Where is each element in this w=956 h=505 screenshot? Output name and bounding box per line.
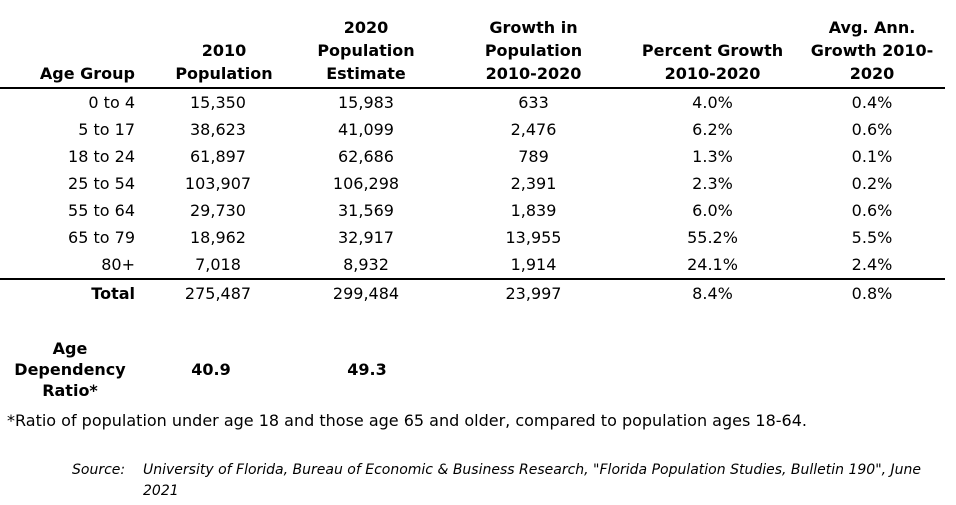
growth-cell: 1,839	[510, 201, 557, 220]
total-population-2020: 299,484	[332, 284, 400, 303]
population-2020-cell: 62,686	[338, 147, 394, 166]
percent-growth-cell: 6.0%	[692, 201, 733, 220]
table-row: 0 to 4 15,350 15,983 633 4.0% 0.4%	[0, 88, 945, 116]
population-2010-cell: 15,350	[190, 93, 246, 112]
avg-annual-growth-cell: 0.6%	[851, 120, 893, 139]
percent-growth-cell: 4.0%	[692, 93, 733, 112]
total-row: Total 275,487 299,484 23,997 8.4% 0.8%	[0, 279, 945, 307]
population-2020-cell: 41,099	[338, 120, 394, 139]
table-row: 25 to 54 103,907 106,298 2,391 2.3% 0.2%	[0, 170, 945, 197]
growth-cell: 789	[518, 147, 549, 166]
population-2010-cell: 61,897	[190, 147, 246, 166]
population-2010-cell: 18,962	[190, 228, 246, 247]
age-dependency-ratio-2020: 49.3	[347, 360, 387, 379]
growth-cell: 13,955	[505, 228, 562, 247]
population-2020-cell: 15,983	[338, 93, 394, 112]
source-label: Source:	[72, 462, 126, 478]
population-2020-cell: 31,569	[338, 201, 394, 220]
growth-cell: 2,476	[510, 120, 557, 139]
percent-growth-cell: 24.1%	[626, 251, 799, 280]
population-table: Age Group 2010 Population 2020 Population E…	[0, 16, 945, 307]
population-2020-cell: 32,917	[338, 228, 394, 247]
age-group-cell: 65 to 79	[68, 228, 135, 247]
avg-annual-growth-cell: 0.4%	[851, 93, 893, 112]
header-row: Age Group 2010 Population 2020 Population E…	[0, 16, 945, 89]
population-2010-cell: 38,623	[190, 120, 246, 139]
age-group-cell: 0 to 4	[88, 93, 135, 112]
footnote: *Ratio of population under age 18 and th…	[7, 411, 807, 430]
source-text: University of Florida, Bureau of Economi…	[143, 462, 922, 499]
avg-annual-growth-cell: 0.6%	[851, 201, 893, 220]
percent-growth-cell: 2.3%	[692, 174, 733, 193]
percent-growth-cell: 6.2%	[692, 120, 733, 139]
percent-growth-cell: 55.2%	[687, 228, 738, 247]
population-2020-cell: 106,298	[332, 174, 400, 193]
table-row: 55 to 64 29,730 31,569 1,839 6.0% 0.6%	[0, 197, 945, 224]
table-row: 65 to 79 18,962 32,917 13,955 55.2% 5.5%	[0, 224, 945, 251]
population-2010-cell: 29,730	[190, 201, 246, 220]
total-label: Total	[91, 284, 135, 303]
age-group-cell: 5 to 17	[78, 120, 135, 139]
header-avg-annual-growth: Avg. Ann. Growth 2010- 2020	[799, 16, 945, 89]
growth-cell: 2,391	[510, 174, 557, 193]
avg-annual-growth-cell: 2.4%	[799, 251, 945, 280]
source-citation: Source: University of Florida, Bureau of…	[72, 460, 932, 502]
table-row: 18 to 24 61,897 62,686 789 1.3% 0.1%	[0, 143, 945, 170]
growth-cell: 1,914	[441, 251, 626, 280]
growth-cell: 633	[518, 93, 549, 112]
total-avg-annual-growth: 0.8%	[851, 284, 893, 303]
total-percent-growth: 8.4%	[692, 284, 733, 303]
table-row: 80+ 7,018 8,932 1,914 24.1% 2.4%	[0, 251, 945, 280]
avg-annual-growth-cell: 5.5%	[851, 228, 893, 247]
header-2020-population-estimate: 2020 Population Estimate	[291, 16, 441, 89]
avg-annual-growth-cell: 0.2%	[851, 174, 893, 193]
population-2010-cell: 103,907	[184, 174, 252, 193]
age-dependency-ratio-label: Age Dependency Ratio*	[14, 339, 126, 400]
header-age-group: Age Group	[0, 16, 157, 89]
age-group-cell: 18 to 24	[68, 147, 135, 166]
age-dependency-ratio-2010: 40.9	[191, 360, 231, 379]
population-2020-cell: 8,932	[291, 251, 441, 280]
percent-growth-cell: 1.3%	[692, 147, 733, 166]
age-group-cell: 55 to 64	[68, 201, 135, 220]
age-group-cell: 25 to 54	[68, 174, 135, 193]
avg-annual-growth-cell: 0.1%	[851, 147, 893, 166]
age-group-cell: 80+	[0, 251, 157, 280]
total-growth: 23,997	[505, 284, 562, 303]
table-row: 5 to 17 38,623 41,099 2,476 6.2% 0.6%	[0, 116, 945, 143]
header-2010-population: 2010 Population	[157, 16, 291, 89]
header-percent-growth: Percent Growth 2010-2020	[626, 16, 799, 89]
header-growth-in-population: Growth in Population 2010-2020	[441, 16, 626, 89]
population-2010-cell: 7,018	[157, 251, 291, 280]
total-population-2010: 275,487	[184, 284, 252, 303]
